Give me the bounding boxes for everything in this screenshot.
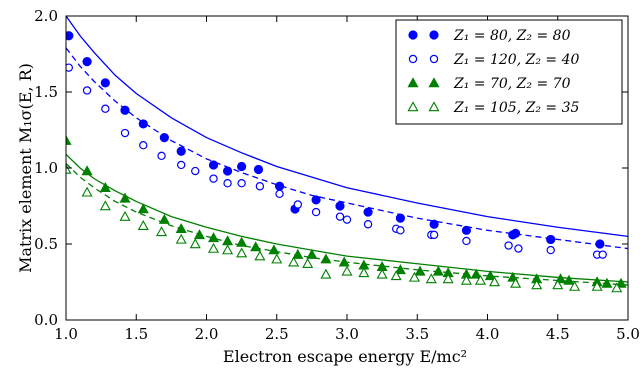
series-2-point [140, 142, 147, 149]
x-tick-label: 5.0 [616, 325, 640, 343]
series-1-point [512, 229, 520, 237]
series-2-point [83, 87, 90, 94]
series-4 [61, 163, 628, 291]
series-4-point [139, 221, 148, 229]
legend-marker [430, 31, 438, 39]
series-4-point [272, 255, 281, 263]
series-2-point [256, 183, 263, 190]
series-1-point [547, 235, 555, 243]
series-2-point [294, 201, 301, 208]
series-4-point [191, 239, 200, 247]
y-tick-label: 1.5 [34, 83, 58, 101]
x-tick-label: 2.0 [195, 325, 219, 343]
series-4-point [237, 249, 246, 257]
legend-label: Z₁ = 80, Z₂ = 80 [453, 28, 571, 44]
series-1-point [336, 202, 344, 210]
x-tick-label: 1.5 [124, 325, 148, 343]
series-2-point [397, 227, 404, 234]
series-3-point [251, 242, 260, 250]
series-4-point [342, 267, 351, 275]
series-1-point [396, 214, 404, 222]
legend: Z₁ = 80, Z₂ = 80 Z₁ = 120, Z₂ = 40 Z₁ = 70… [396, 20, 622, 124]
legend-marker [430, 55, 437, 62]
y-tick-label: 0.5 [34, 235, 58, 253]
x-tick-label: 4.5 [546, 325, 570, 343]
series-1-point [238, 162, 246, 170]
series-2-point [178, 161, 185, 168]
y-tick-label: 2.0 [34, 7, 58, 25]
x-tick-label: 3.5 [405, 325, 429, 343]
series-4-point [101, 201, 110, 209]
series-2-point [192, 167, 199, 174]
series-1-point [177, 147, 185, 155]
y-axis-title: Matrix element M₁σ(E, R) [16, 63, 35, 273]
series-2-point [210, 175, 217, 182]
series-1-point [101, 79, 109, 87]
series-2-point [158, 152, 165, 159]
series-4-point [359, 268, 368, 276]
x-tick-label: 4.0 [476, 325, 500, 343]
series-2-point [505, 242, 512, 249]
series-4-point [303, 259, 312, 267]
series-4-point [321, 270, 330, 278]
series-2-point [463, 237, 470, 244]
series-2-point [599, 251, 606, 258]
legend-marker [409, 55, 416, 62]
series-1-point [160, 134, 168, 142]
series-2-point [312, 208, 319, 215]
series-3-point [223, 236, 232, 244]
series-2-point [336, 213, 343, 220]
series-3-point [269, 245, 278, 253]
legend-marker [409, 31, 417, 39]
y-tick-label: 0.0 [34, 311, 58, 329]
series-4-point [120, 212, 129, 220]
series-2-point [547, 246, 554, 253]
series-4-point [255, 252, 264, 260]
series-4-point [157, 227, 166, 235]
series-4-point [378, 270, 387, 278]
series-4-point [209, 244, 218, 252]
y-tick-label: 1.0 [34, 159, 58, 177]
series-2-point [364, 221, 371, 228]
series-4-point [223, 245, 232, 253]
series-1-point [254, 166, 262, 174]
series-1-point [312, 196, 320, 204]
series-2-point [276, 190, 283, 197]
x-tick-label: 2.5 [265, 325, 289, 343]
x-axis-title: Electron escape energy E/mc² [223, 347, 467, 366]
series-2-point [238, 180, 245, 187]
series-2-point [431, 231, 438, 238]
series-1-point [83, 58, 91, 66]
series-4-point [82, 188, 91, 196]
legend-label: Z₁ = 120, Z₂ = 40 [453, 52, 579, 68]
series-2-point [515, 245, 522, 252]
series-3-point [321, 255, 330, 263]
series-4-point [177, 235, 186, 243]
series-1-point [224, 167, 232, 175]
x-tick-label: 3.0 [335, 325, 359, 343]
series-3 [61, 136, 628, 287]
series-2-point [343, 216, 350, 223]
series-4-point [427, 274, 436, 282]
series-3-point [564, 276, 573, 284]
series-4-point [289, 258, 298, 266]
legend-label: Z₁ = 70, Z₂ = 70 [453, 76, 571, 92]
legend-label: Z₁ = 105, Z₂ = 35 [453, 100, 579, 116]
series-2-point [224, 180, 231, 187]
series-2-point [121, 129, 128, 136]
series-1-point [364, 208, 372, 216]
series-2-point [102, 105, 109, 112]
